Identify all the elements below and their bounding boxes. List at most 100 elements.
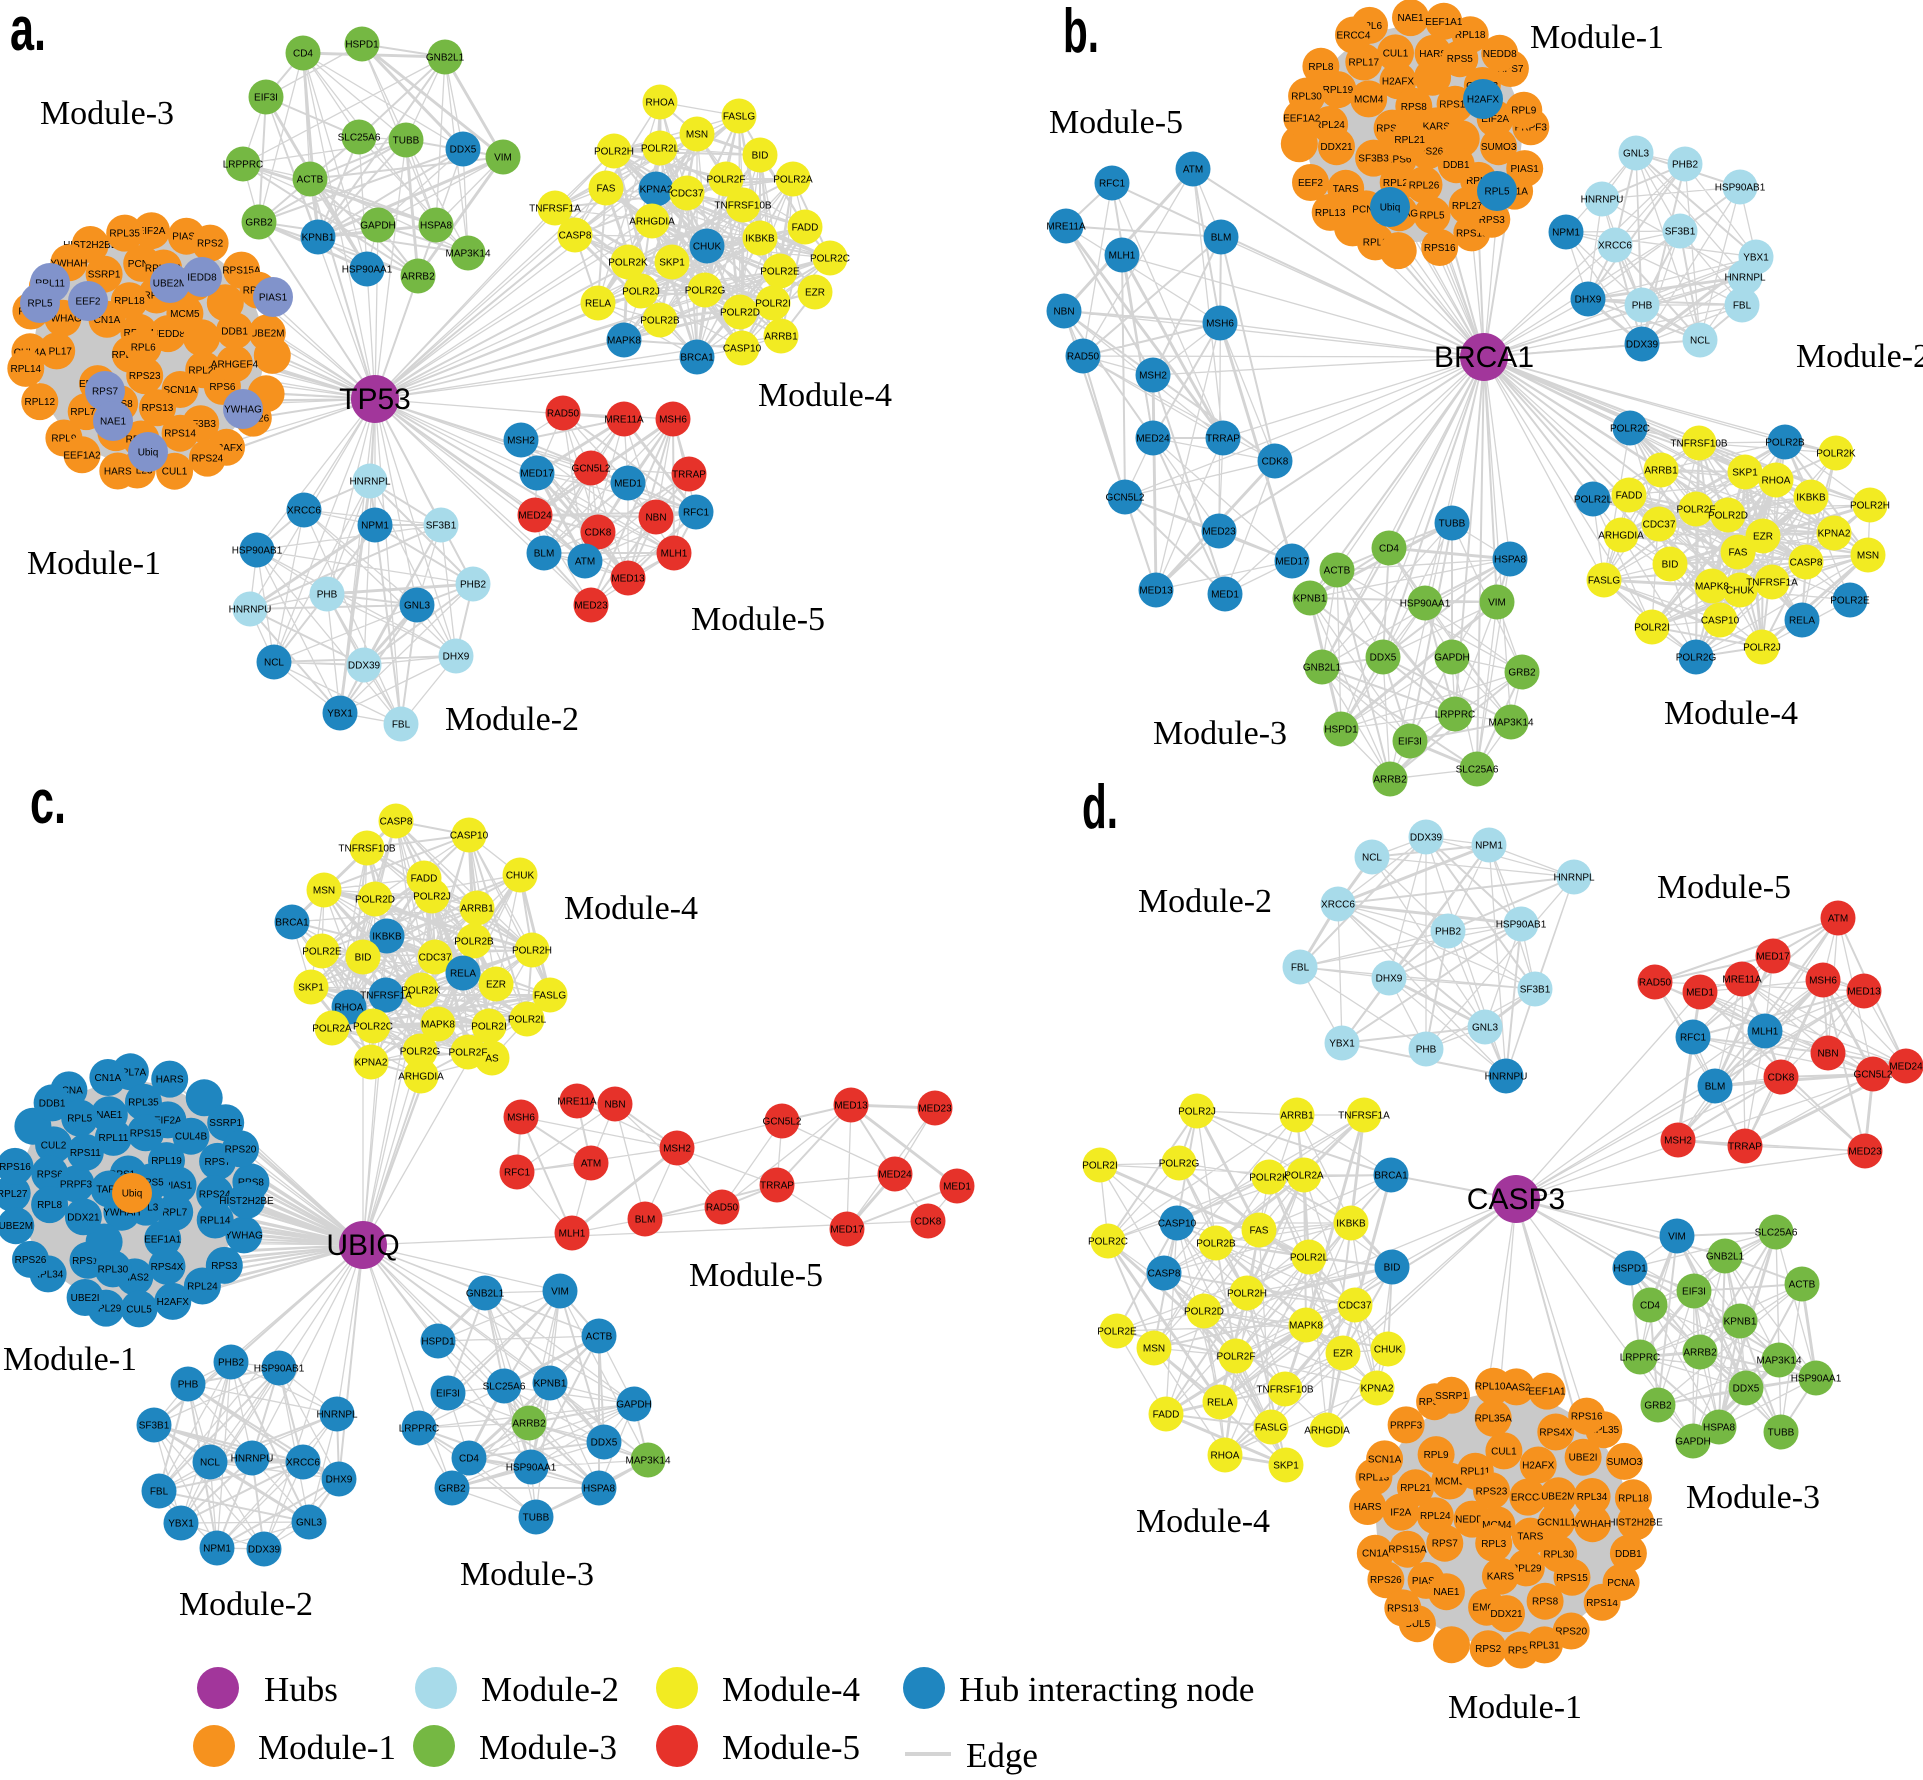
- svg-text:RPS7: RPS7: [1432, 1539, 1459, 1550]
- svg-text:SF3B1: SF3B1: [1665, 227, 1696, 238]
- svg-text:POLR2B: POLR2B: [454, 937, 494, 948]
- svg-text:RPL5: RPL5: [1419, 211, 1444, 222]
- svg-text:EEF1A2: EEF1A2: [1283, 114, 1321, 125]
- svg-text:RPL11: RPL11: [98, 1133, 128, 1144]
- svg-text:PRPF3: PRPF3: [1390, 1420, 1423, 1431]
- svg-text:GAPDH: GAPDH: [1434, 653, 1470, 664]
- svg-text:SKP1: SKP1: [659, 258, 685, 269]
- svg-text:MSH6: MSH6: [507, 1113, 535, 1124]
- svg-text:POLR2E: POLR2E: [302, 947, 342, 958]
- svg-text:GNB2L1: GNB2L1: [426, 53, 465, 64]
- svg-text:KPNB1: KPNB1: [1294, 594, 1327, 605]
- svg-text:MCM5: MCM5: [170, 309, 200, 320]
- svg-text:RPL35: RPL35: [109, 229, 140, 240]
- svg-text:MSH6: MSH6: [659, 415, 687, 426]
- svg-text:HNRNPL: HNRNPL: [349, 477, 391, 488]
- svg-text:ARHGEF4: ARHGEF4: [211, 359, 259, 370]
- svg-text:RPS15A: RPS15A: [1388, 1545, 1427, 1556]
- svg-text:ARHGDIA: ARHGDIA: [398, 1072, 444, 1083]
- svg-text:GRB2: GRB2: [1644, 1401, 1672, 1412]
- svg-text:RPS2: RPS2: [1475, 1644, 1502, 1655]
- svg-text:POLR2E: POLR2E: [760, 267, 800, 278]
- svg-text:HSPA8: HSPA8: [1703, 1423, 1735, 1434]
- svg-text:MRE11A: MRE11A: [557, 1097, 597, 1108]
- svg-text:RPL8: RPL8: [37, 1200, 62, 1211]
- svg-text:Module-4: Module-4: [1136, 1503, 1270, 1540]
- svg-text:RHOA: RHOA: [335, 1003, 364, 1014]
- svg-text:SKP1: SKP1: [1273, 1461, 1299, 1472]
- svg-text:MLH1: MLH1: [559, 1229, 586, 1240]
- svg-text:DDX39: DDX39: [348, 661, 381, 672]
- svg-text:HSPD1: HSPD1: [1613, 1264, 1647, 1275]
- svg-text:MED1: MED1: [943, 1182, 971, 1193]
- svg-text:MED24: MED24: [518, 511, 552, 522]
- svg-text:LRPPRC: LRPPRC: [1435, 710, 1476, 721]
- svg-text:Module-1: Module-1: [27, 545, 161, 582]
- svg-text:POLR2G: POLR2G: [1159, 1159, 1200, 1170]
- svg-text:DDX21: DDX21: [1320, 142, 1353, 153]
- svg-text:CDC37: CDC37: [1643, 520, 1676, 531]
- svg-text:Module-2: Module-2: [1796, 338, 1923, 375]
- svg-text:SLC25A6: SLC25A6: [483, 1382, 526, 1393]
- svg-text:CDK8: CDK8: [1768, 1073, 1795, 1084]
- svg-text:MAPK8: MAPK8: [1695, 582, 1729, 593]
- svg-text:SCN1A: SCN1A: [1368, 1454, 1402, 1465]
- svg-text:RELA: RELA: [450, 969, 476, 980]
- svg-text:HNRNPL: HNRNPL: [1724, 273, 1766, 284]
- svg-text:NBN: NBN: [1817, 1049, 1838, 1060]
- svg-text:RPL3: RPL3: [1481, 1539, 1506, 1550]
- svg-text:SF3B1: SF3B1: [1520, 985, 1551, 996]
- svg-text:RELA: RELA: [1207, 1398, 1233, 1409]
- svg-text:HNRNPL: HNRNPL: [1553, 873, 1595, 884]
- svg-text:POLR2C: POLR2C: [810, 254, 850, 265]
- svg-text:RPS23: RPS23: [129, 371, 161, 382]
- svg-text:UBE2M: UBE2M: [153, 279, 187, 290]
- svg-text:POLR2K: POLR2K: [608, 258, 648, 269]
- svg-text:TRRAP: TRRAP: [672, 470, 706, 481]
- svg-text:PHB: PHB: [317, 590, 338, 601]
- svg-text:NPM1: NPM1: [1552, 228, 1580, 239]
- svg-text:MED13: MED13: [834, 1101, 868, 1112]
- svg-text:EZR: EZR: [486, 980, 506, 991]
- svg-text:NAE1: NAE1: [100, 417, 127, 428]
- svg-text:LRPPRC: LRPPRC: [1620, 1353, 1661, 1364]
- svg-text:NPM1: NPM1: [203, 1544, 231, 1555]
- svg-text:RFC1: RFC1: [683, 508, 710, 519]
- svg-text:MED24: MED24: [1889, 1062, 1923, 1073]
- svg-text:Module-3: Module-3: [1153, 715, 1287, 752]
- svg-text:SSRP1: SSRP1: [1435, 1391, 1468, 1402]
- svg-text:TNFRSF10B: TNFRSF10B: [338, 844, 396, 855]
- svg-text:TARS: TARS: [1333, 184, 1359, 195]
- svg-text:AS: AS: [485, 1054, 499, 1065]
- svg-text:POLR2A: POLR2A: [312, 1024, 352, 1035]
- svg-text:HARS: HARS: [156, 1075, 184, 1086]
- svg-text:H2AFX: H2AFX: [1522, 1461, 1555, 1472]
- svg-text:POLR2D: POLR2D: [720, 308, 760, 319]
- svg-text:HARS: HARS: [1354, 1502, 1382, 1513]
- svg-text:POLR2E: POLR2E: [1097, 1327, 1137, 1338]
- svg-text:NPM1: NPM1: [361, 521, 389, 532]
- svg-text:PCNA: PCNA: [1607, 1578, 1635, 1589]
- svg-text:BID: BID: [1662, 560, 1679, 571]
- svg-text:ERCC4: ERCC4: [1337, 31, 1371, 42]
- svg-text:ACTB: ACTB: [586, 1332, 613, 1343]
- svg-text:MLH1: MLH1: [661, 549, 688, 560]
- svg-text:SSRP1: SSRP1: [88, 270, 121, 281]
- svg-text:HSP90AA1: HSP90AA1: [342, 265, 393, 276]
- svg-text:MSN: MSN: [686, 130, 708, 141]
- svg-text:EEF1A1: EEF1A1: [1528, 1387, 1566, 1398]
- svg-text:RPS14: RPS14: [164, 429, 196, 440]
- svg-text:EIF3I: EIF3I: [1682, 1287, 1706, 1298]
- svg-text:TNFRSF1A: TNFRSF1A: [1746, 578, 1798, 589]
- svg-text:TNFRSF10B: TNFRSF10B: [1256, 1385, 1314, 1396]
- svg-text:YBX1: YBX1: [1329, 1039, 1355, 1050]
- svg-text:RPL7: RPL7: [162, 1208, 187, 1219]
- svg-text:MAPK8: MAPK8: [607, 336, 641, 347]
- svg-text:KARS: KARS: [1487, 1572, 1515, 1583]
- svg-text:DHX9: DHX9: [1376, 974, 1403, 985]
- svg-text:RPL24: RPL24: [1420, 1511, 1451, 1522]
- svg-text:RPS16: RPS16: [1571, 1412, 1603, 1423]
- svg-text:RPL18: RPL18: [1618, 1493, 1649, 1504]
- svg-text:EEF2: EEF2: [75, 297, 100, 308]
- svg-text:ATM: ATM: [581, 1159, 601, 1170]
